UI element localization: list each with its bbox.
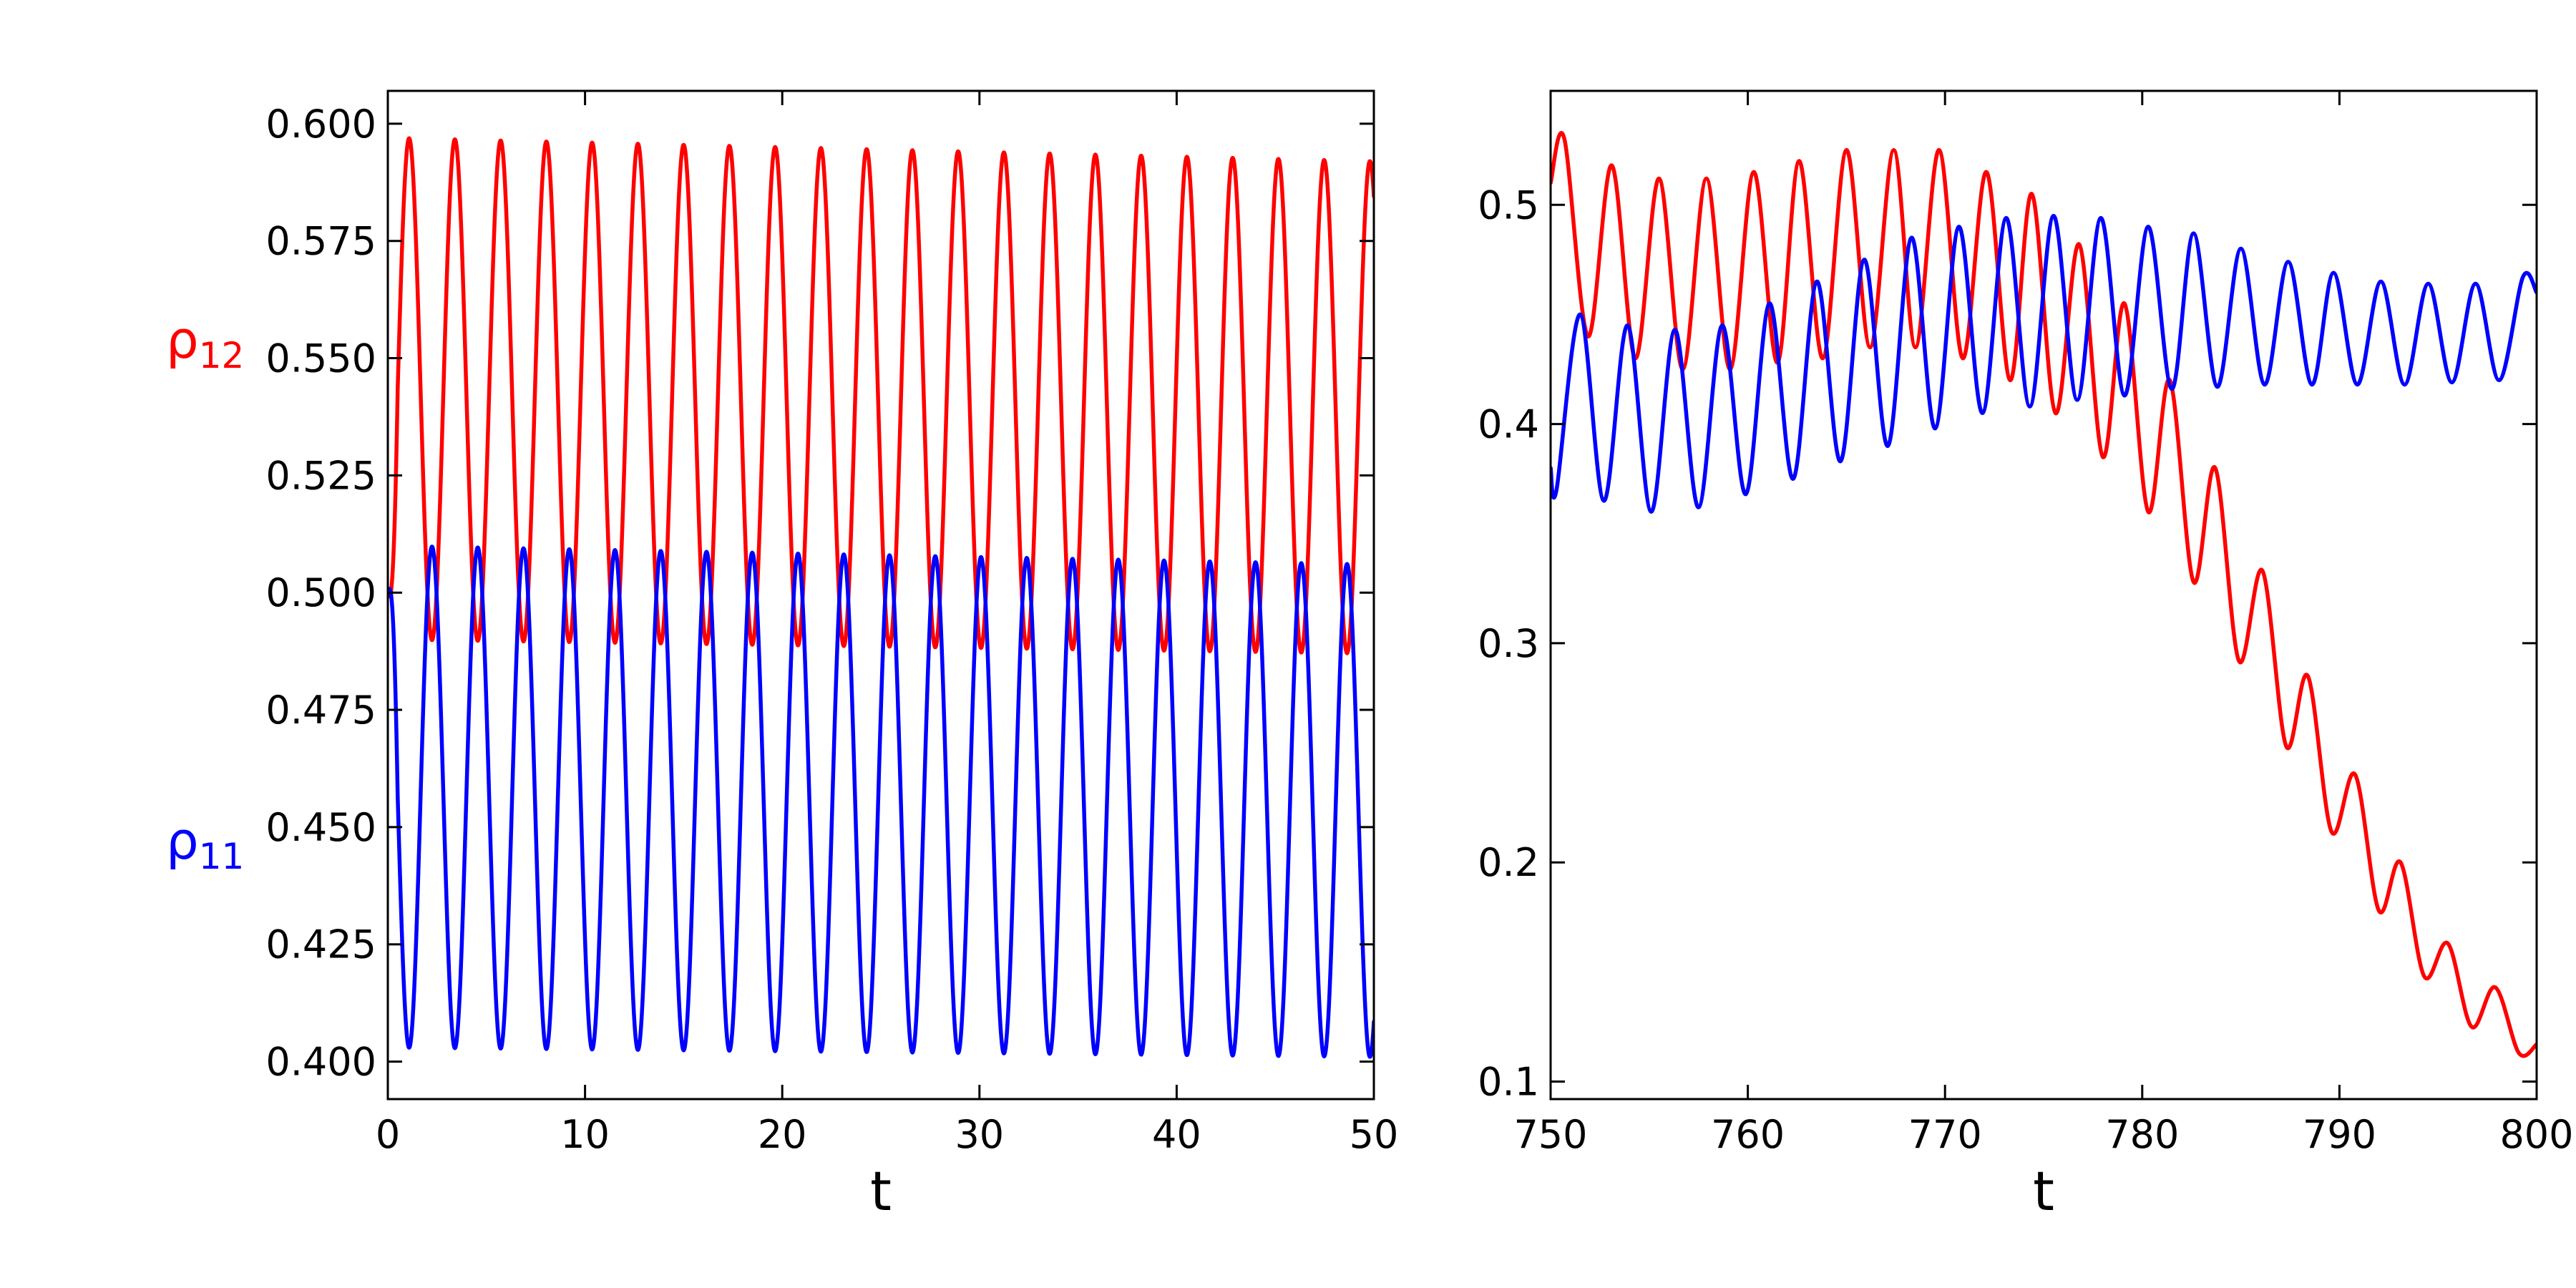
legend-rho12-symbol: ρ — [166, 310, 199, 370]
x-tick-label: 800 — [2499, 1112, 2573, 1157]
y-tick-label: 0.425 — [265, 922, 376, 967]
legend-rho11-subscript: 11 — [199, 836, 245, 877]
legend-rho11-symbol: ρ — [166, 811, 199, 871]
x-tick-label: 10 — [560, 1112, 610, 1157]
right-panel-series — [1551, 131, 2537, 1058]
series-line-red — [388, 136, 1374, 655]
series-line-blue — [388, 545, 1374, 1059]
legend-rho12-subscript: 12 — [199, 335, 245, 376]
series-line-blue — [1551, 213, 2537, 514]
x-tick-label: 760 — [1711, 1112, 1785, 1157]
y-tick-label: 0.450 — [265, 805, 376, 850]
x-tick-label: 780 — [2105, 1112, 2179, 1157]
left-panel-frame — [386, 89, 1375, 1101]
x-tick-label: 20 — [758, 1112, 807, 1157]
x-tick-label: 750 — [1513, 1112, 1587, 1157]
y-tick-label: 0.5 — [1478, 182, 1539, 228]
right-panel: 750 760 770 780 790 800 0.1 0.2 0.3 0.4 0.5 t — [1478, 89, 2574, 1223]
x-tick-label: 50 — [1350, 1112, 1399, 1157]
legend-rho12: ρ12 — [166, 310, 244, 376]
left-panel: 0 10 20 30 40 50 0.400 0.425 0.450 0.475 0.500 0.52… — [166, 89, 1398, 1223]
series-line-red — [1551, 131, 2537, 1058]
left-panel-x-axis-label: t — [870, 1159, 892, 1223]
x-tick-label: 0 — [376, 1112, 400, 1157]
left-panel-series — [388, 136, 1374, 1059]
left-panel-legend: ρ12 ρ11 — [166, 310, 244, 877]
y-tick-label: 0.475 — [265, 688, 376, 733]
y-tick-label: 0.4 — [1478, 402, 1539, 447]
y-tick-label: 0.525 — [265, 453, 376, 498]
right-panel-x-axis-label: t — [2033, 1159, 2054, 1223]
y-tick-label: 0.1 — [1478, 1059, 1539, 1104]
y-tick-label: 0.500 — [265, 570, 376, 615]
y-tick-label: 0.400 — [265, 1040, 376, 1085]
x-tick-label: 790 — [2303, 1112, 2376, 1157]
x-tick-label: 770 — [1908, 1112, 1982, 1157]
legend-rho11: ρ11 — [166, 811, 244, 877]
x-tick-label: 40 — [1152, 1112, 1201, 1157]
y-tick-label: 0.3 — [1478, 621, 1539, 666]
y-tick-label: 0.2 — [1478, 840, 1539, 885]
y-tick-label: 0.550 — [265, 336, 376, 381]
right-panel-frame — [1549, 89, 2538, 1101]
y-tick-label: 0.600 — [265, 102, 376, 147]
left-panel-ticks: 0 10 20 30 40 50 0.400 0.425 0.450 0.475 0.500 0.52… — [265, 91, 1398, 1157]
y-tick-label: 0.575 — [265, 219, 376, 264]
right-panel-ticks: 750 760 770 780 790 800 0.1 0.2 0.3 0.4 0.5 — [1478, 91, 2574, 1157]
x-tick-label: 30 — [955, 1112, 1004, 1157]
